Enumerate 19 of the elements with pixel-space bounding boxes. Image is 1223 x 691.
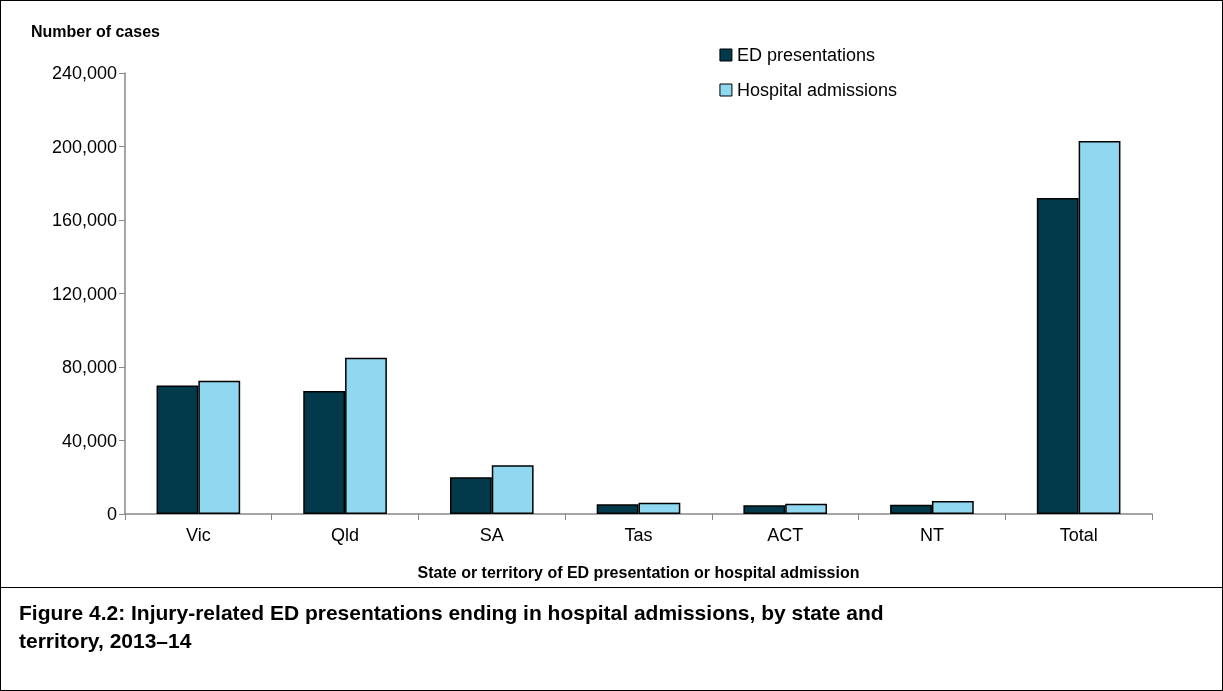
y-tick-label: 240,000 — [51, 63, 117, 83]
x-tick-label: Total — [1059, 525, 1098, 545]
y-tick-label: 200,000 — [51, 136, 117, 157]
x-tick-label: Vic — [186, 525, 211, 545]
y-tick-label: 160,000 — [51, 210, 117, 230]
x-tick-label: Tas — [624, 525, 653, 545]
x-tick-label: SA — [479, 525, 504, 545]
y-tick-label: 120,000 — [51, 283, 117, 304]
x-tick-label: Qld — [331, 525, 360, 545]
y-tick-label: 80,000 — [61, 357, 117, 377]
legend-label: Hospital admissions — [736, 80, 898, 100]
y-axis-title: Number of cases — [31, 22, 161, 40]
x-axis-title: State or territory of ED presentation or hospital admission — [417, 563, 860, 581]
x-tick-label: NT — [919, 525, 944, 545]
text: Figure 4.2: Injury-related ED presentations ending in hospital admissions, by state and territory, 2013–14 — [19, 600, 885, 654]
y-tick-label: 0 — [106, 504, 117, 524]
legend-label: ED presentations — [736, 45, 876, 65]
y-tick-label: 40,000 — [61, 430, 117, 451]
x-tick-label: ACT — [767, 525, 804, 545]
